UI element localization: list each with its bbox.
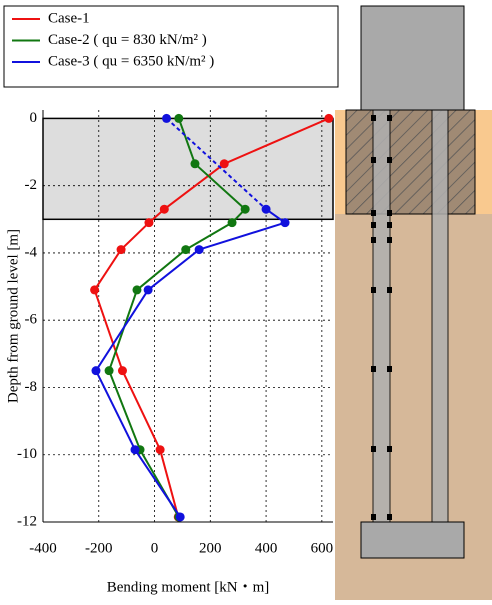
point — [144, 218, 154, 228]
point — [91, 366, 101, 376]
y-tick-label: -10 — [17, 446, 37, 462]
legend-label: Case-1 — [48, 10, 90, 26]
point — [324, 113, 334, 123]
point — [155, 445, 165, 455]
line-segment — [121, 370, 162, 451]
point — [261, 204, 271, 214]
point — [90, 285, 100, 295]
x-tick-label: 600 — [311, 540, 334, 556]
x-tick-label: 200 — [199, 540, 222, 556]
point — [104, 366, 114, 376]
point — [175, 512, 185, 522]
line-segment — [223, 117, 330, 165]
point — [240, 204, 250, 214]
point — [159, 204, 169, 214]
x-tick-label: -200 — [85, 540, 113, 556]
line-segment — [136, 248, 187, 291]
line-segment — [93, 289, 124, 371]
line-segment — [120, 221, 150, 251]
line-segment — [134, 449, 182, 518]
y-axis-label: Depth from ground level [m] — [5, 229, 21, 403]
line-segment — [177, 118, 196, 165]
x-tick-label: -400 — [29, 540, 57, 556]
line-segment — [95, 289, 149, 372]
shaded-band — [42, 117, 334, 221]
point — [130, 445, 140, 455]
point — [194, 245, 204, 255]
point — [190, 159, 200, 169]
point — [132, 285, 142, 295]
point — [117, 366, 127, 376]
point — [227, 218, 237, 228]
point — [143, 285, 153, 295]
x-tick-label: 0 — [151, 540, 159, 556]
point — [116, 245, 126, 255]
point — [280, 218, 290, 228]
point — [174, 113, 184, 123]
line-segment — [165, 117, 267, 210]
x-tick-label: 400 — [255, 540, 278, 556]
x-axis-label: Bending moment [kN・m] — [107, 579, 269, 595]
line-segment — [159, 449, 180, 518]
y-tick-label: 0 — [30, 110, 38, 126]
y-tick-label: -4 — [25, 244, 38, 260]
line-segment — [185, 221, 233, 251]
line-segment — [198, 221, 286, 251]
line-segment — [194, 163, 246, 210]
point — [162, 113, 172, 123]
y-tick-label: -8 — [25, 379, 38, 395]
point — [181, 245, 191, 255]
line-segment — [93, 249, 122, 291]
legend-label: Case-2 ( qu = 830 kN/m² ) — [48, 32, 207, 48]
y-tick-label: -2 — [25, 177, 38, 193]
legend-label: Case-3 ( qu = 6350 kN/m² ) — [48, 53, 214, 69]
pile-diagram — [335, 5, 492, 600]
y-tick-label: -6 — [25, 312, 38, 328]
line-segment — [108, 370, 141, 451]
y-tick-label: -12 — [17, 513, 37, 529]
line-segment — [95, 370, 136, 451]
legend-box — [3, 5, 339, 88]
line-segment — [163, 163, 225, 211]
point — [219, 159, 229, 169]
line-segment — [147, 248, 200, 291]
